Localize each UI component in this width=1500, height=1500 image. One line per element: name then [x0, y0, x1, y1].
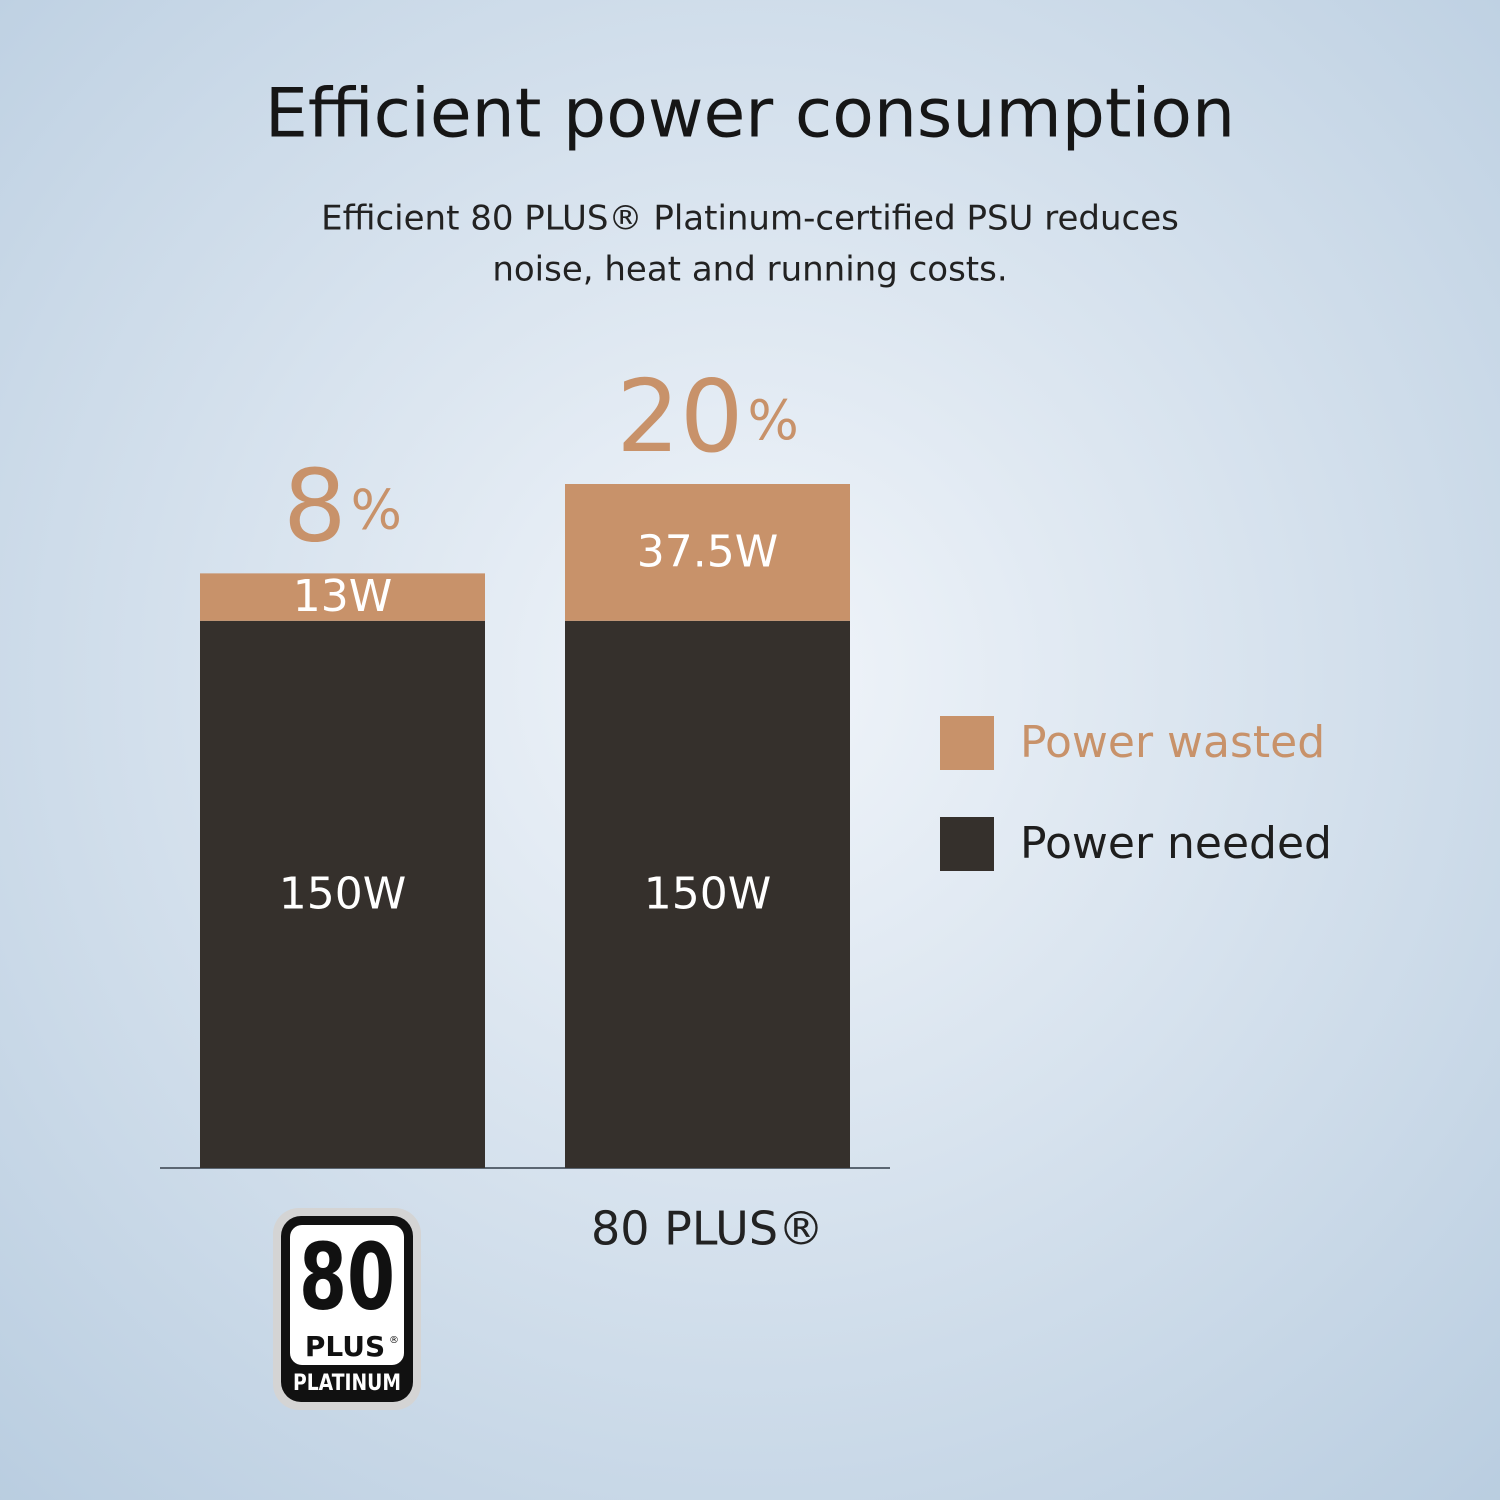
share-unit: %: [351, 478, 402, 541]
badge-registered: ®: [389, 1335, 399, 1346]
value-label: 13W: [293, 571, 393, 622]
value-label: 150W: [279, 868, 407, 919]
legend-swatch: [940, 716, 994, 770]
badge-plus: PLUS: [305, 1330, 385, 1363]
share-number: 20: [616, 358, 743, 475]
badge-inner: [290, 1225, 404, 1365]
share-label: 8%: [283, 448, 402, 565]
legend-swatch: [940, 817, 994, 871]
chart-title: Efficient power consumption: [265, 75, 1235, 154]
bar-segment: [565, 620, 850, 1168]
badge: 80 PLUS ® PLATINUM: [273, 1208, 421, 1410]
share-number: 8: [283, 448, 347, 565]
share-unit: %: [747, 389, 798, 452]
badge-tier: PLATINUM: [293, 1371, 401, 1396]
value-label: 37.5W: [637, 526, 778, 577]
x-tick-label: 80 PLUS®: [591, 1202, 824, 1256]
legend-label: Power wasted: [1020, 717, 1325, 768]
bar-segment: [565, 484, 850, 621]
bar-segment: [200, 620, 485, 1168]
chart-subtitle: Efficient 80 PLUS® Platinum-certified PS…: [321, 199, 1179, 239]
value-label: 150W: [644, 868, 772, 919]
bar-segment: [200, 573, 485, 621]
legend-label: Power needed: [1020, 818, 1332, 869]
share-label: 20%: [616, 358, 799, 475]
chart-subtitle: noise, heat and running costs.: [492, 250, 1007, 290]
badge-number: 80: [299, 1223, 395, 1330]
